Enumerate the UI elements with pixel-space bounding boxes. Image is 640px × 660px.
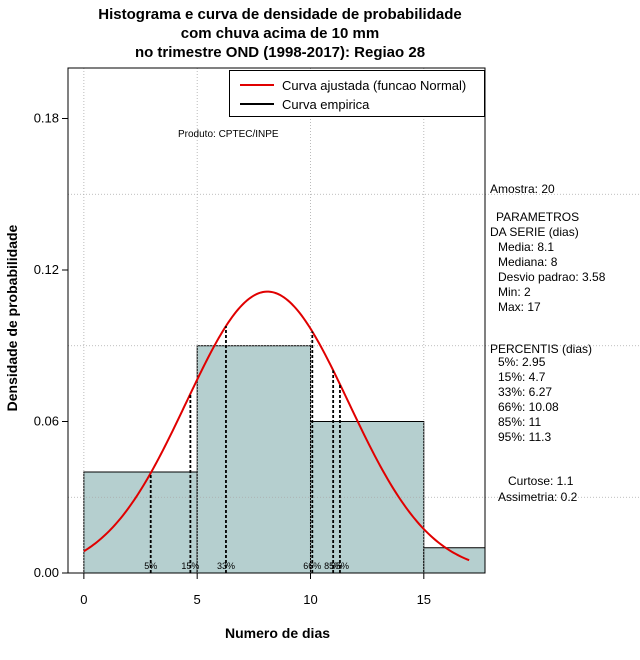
percentile-label-0: 5% <box>144 561 157 571</box>
histogram-bar-2 <box>309 421 425 573</box>
plot-frame <box>67 67 486 574</box>
percentile-label-4: 85% <box>324 561 342 571</box>
x-axis-label: Numero de dias <box>224 625 331 641</box>
percentile-label-2: 33% <box>217 561 235 571</box>
product-credit: Produto: CPTEC/INPE <box>178 129 279 140</box>
legend-item-fitted: Curva ajustada (funcao Normal) <box>240 76 466 94</box>
percentile-label-5: 95% <box>331 561 349 571</box>
x-tick-label-2: 10 <box>303 592 317 607</box>
stat-p5: 5%: 2.95 <box>498 355 546 369</box>
stat-mediana: Mediana: 8 <box>498 255 558 269</box>
params-title-2: DA SERIE (dias) <box>490 225 579 239</box>
histogram-bar-0 <box>83 471 198 573</box>
x-tick-label-3: 15 <box>417 592 431 607</box>
y-tick-label-2: 0.12 <box>34 262 59 277</box>
stat-media: Media: 8.1 <box>498 240 555 254</box>
y-axis-label: Densidade de probabilidade <box>4 224 20 412</box>
legend-swatch-fitted <box>240 84 274 86</box>
normal-fit-curve <box>83 290 470 562</box>
chart-title-line-1: Histograma e curva de densidade de proba… <box>98 6 462 23</box>
histogram-bar-1 <box>196 345 311 573</box>
x-tick-label-0: 0 <box>80 592 87 607</box>
legend-label-fitted: Curva ajustada (funcao Normal) <box>282 77 467 93</box>
chart-title-line-3: no trimestre OND (1998-2017): Regiao 28 <box>134 44 426 61</box>
legend-item-empirical: Curva empirica <box>240 95 369 113</box>
stat-min: Min: 2 <box>498 285 531 299</box>
stat-p66: 66%: 10.08 <box>498 400 559 414</box>
chart-title-line-2: com chuva acima de 10 mm <box>180 25 380 42</box>
stat-p15: 15%: 4.7 <box>498 370 546 384</box>
stat-p85: 85%: 11 <box>498 415 542 429</box>
percentile-label-1: 15% <box>181 561 199 571</box>
stat-desvio: Desvio padrao: 3.58 <box>498 270 606 284</box>
params-title-1: PARAMETROS <box>496 210 580 224</box>
x-tick-label-1: 5 <box>194 592 201 607</box>
legend-swatch-empirical <box>240 103 274 105</box>
stat-curtose: Curtose: 1.1 <box>508 474 574 488</box>
legend: Curva ajustada (funcao Normal) Curva emp… <box>229 70 485 117</box>
sample-size: Amostra: 20 <box>490 182 555 196</box>
percentiles-title: PERCENTIS (dias) <box>490 342 593 356</box>
stat-assimetria: Assimetria: 0.2 <box>498 490 578 504</box>
y-tick-label-0: 0.00 <box>34 565 59 580</box>
stat-max: Max: 17 <box>498 300 541 314</box>
stat-p33: 33%: 6.27 <box>498 385 553 399</box>
y-tick-label-1: 0.06 <box>34 414 59 429</box>
percentile-label-3: 66% <box>303 561 321 571</box>
y-tick-label-3: 0.18 <box>34 111 59 126</box>
histogram-bar-3 <box>423 547 485 573</box>
legend-label-empirical: Curva empirica <box>282 96 370 112</box>
stat-p95: 95%: 11.3 <box>498 430 552 444</box>
